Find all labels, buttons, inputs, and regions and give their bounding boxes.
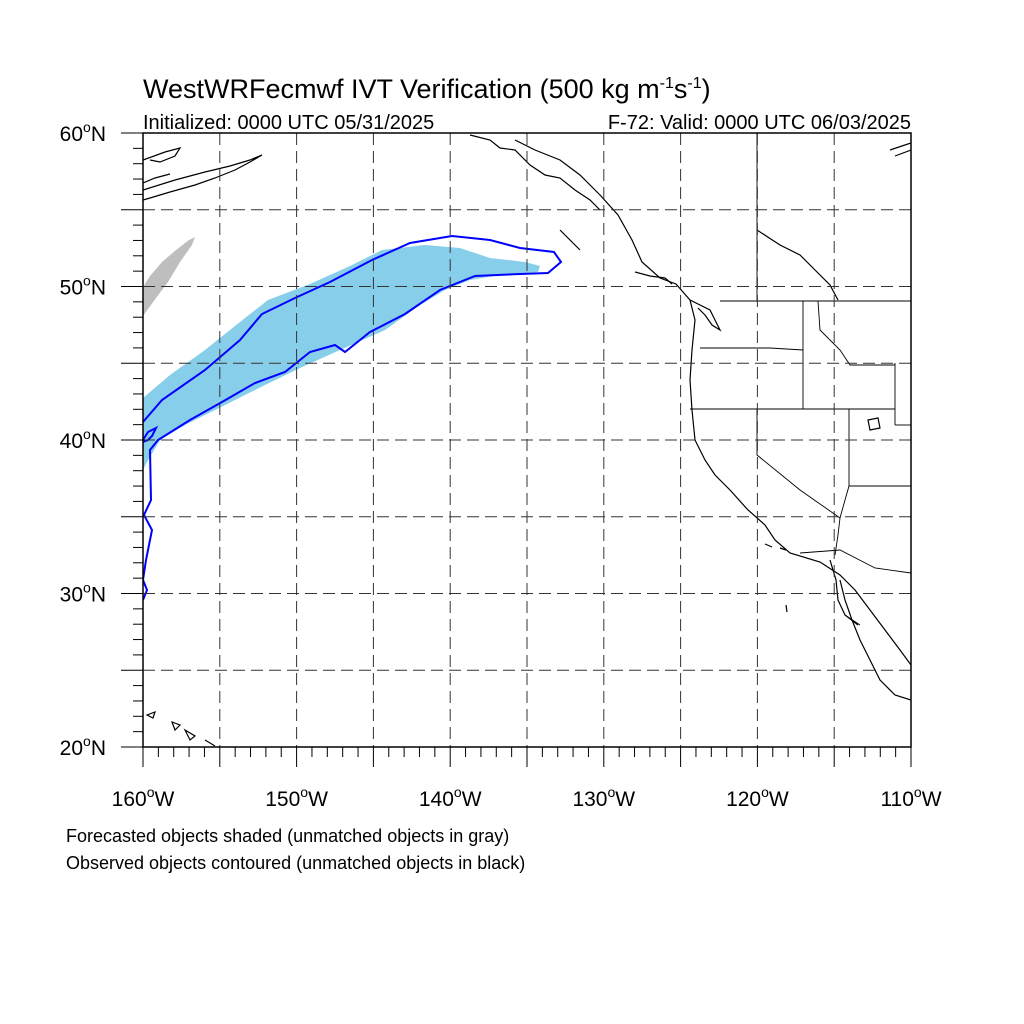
- x-tick-label: 140oW: [419, 784, 482, 811]
- figure-title: WestWRFecmwf IVT Verification (500 kg m-…: [143, 74, 711, 104]
- tick-marks: [121, 132, 912, 767]
- y-tick-label: 50oN: [60, 273, 106, 300]
- y-tick-label: 60oN: [60, 119, 106, 146]
- political-boundaries: [690, 133, 911, 626]
- x-axis-labels: 160oW 150oW 140oW 130oW 120oW 110oW: [112, 784, 942, 811]
- y-axis-labels: 60oN 50oN 40oN 30oN 20oN: [60, 119, 106, 760]
- initialized-label: Initialized: 0000 UTC 05/31/2025: [143, 112, 434, 134]
- valid-time-label: F-72: Valid: 0000 UTC 06/03/2025: [608, 112, 911, 134]
- x-tick-label: 150oW: [265, 784, 328, 811]
- footer-line-2: Observed objects contoured (unmatched ob…: [66, 853, 525, 873]
- x-tick-label: 120oW: [726, 784, 789, 811]
- y-tick-label: 20oN: [60, 733, 106, 760]
- x-tick-label: 160oW: [112, 784, 175, 811]
- y-tick-label: 40oN: [60, 426, 106, 453]
- observed-object-contour: [143, 234, 563, 601]
- x-tick-label: 130oW: [572, 784, 635, 811]
- footer-line-1: Forecasted objects shaded (unmatched obj…: [66, 826, 509, 846]
- forecast-object-shading: [143, 245, 540, 470]
- y-tick-label: 30oN: [60, 580, 106, 607]
- x-tick-label: 110oW: [880, 784, 941, 811]
- unmatched-forecast-object: [143, 237, 195, 316]
- graticule: [143, 133, 911, 747]
